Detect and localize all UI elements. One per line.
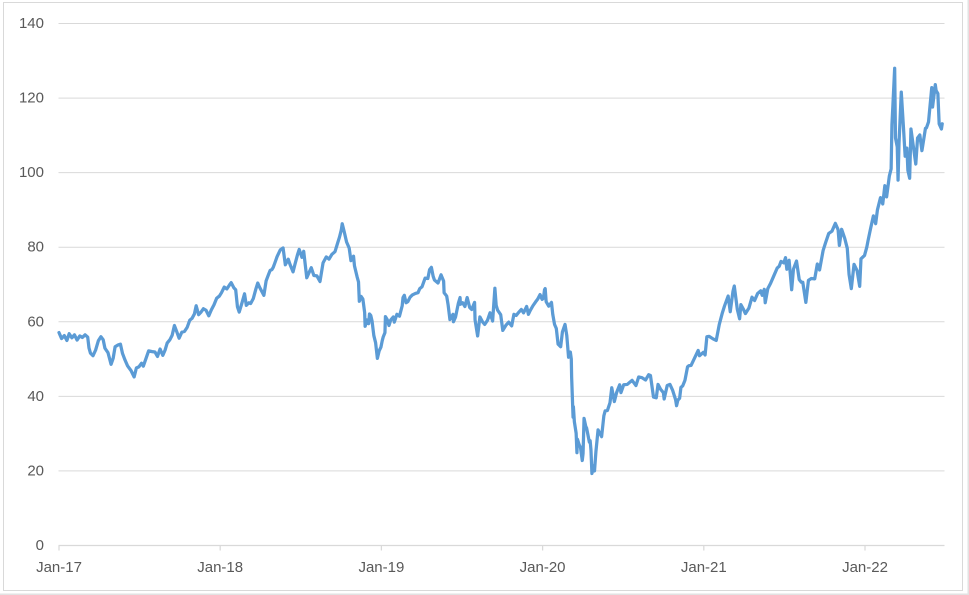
y-axis-tick-label: 60: [27, 313, 44, 330]
y-axis-tick-label: 80: [27, 239, 44, 256]
y-axis-tick-label: 120: [19, 90, 44, 107]
y-axis-tick-label: 20: [27, 462, 44, 479]
data-series: [57, 66, 944, 476]
x-axis-tick-label: Jan-17: [36, 559, 82, 576]
y-axis-tick-label: 100: [19, 164, 44, 181]
x-axis-tick-label: Jan-20: [520, 559, 566, 576]
price-line: [57, 66, 944, 476]
y-axis-tick-label: 0: [36, 537, 44, 554]
axis-labels: 0 20 40 60 80 100 120 140 Jan-17 Jan-18 Jan-19 Jan-…: [19, 15, 888, 576]
gridlines: [58, 23, 945, 472]
y-axis-tick-label: 140: [19, 15, 44, 32]
x-axis-tick-label: Jan-18: [197, 559, 243, 576]
chart-border: [3, 2, 963, 591]
y-axis-tick-label: 40: [27, 388, 44, 405]
x-axis-tick-label: Jan-22: [842, 559, 888, 576]
x-axis-tick-label: Jan-21: [681, 559, 727, 576]
x-axis-tick-label: Jan-19: [358, 559, 404, 576]
axes: [58, 544, 945, 551]
